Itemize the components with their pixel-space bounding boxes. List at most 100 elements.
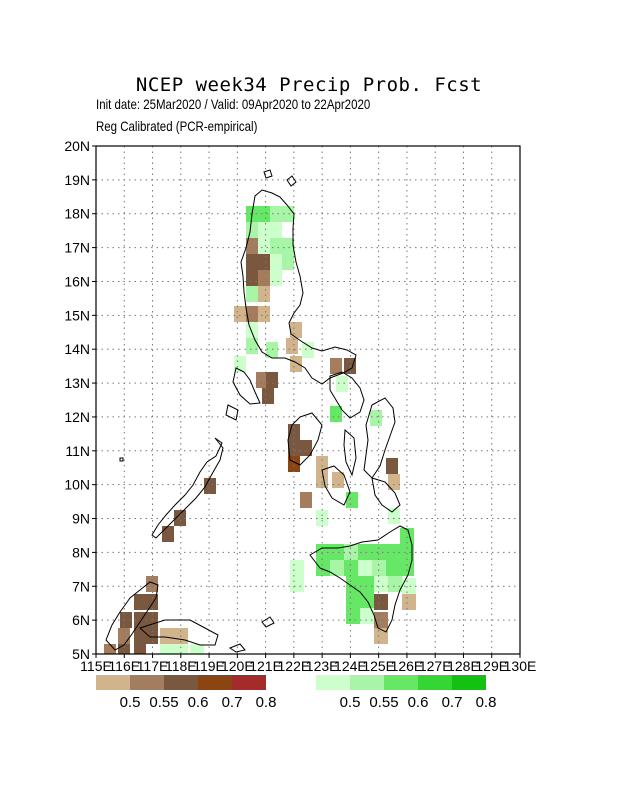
probability-cell: [290, 322, 302, 338]
wet-legend-label: 0.5: [340, 694, 361, 711]
lat-label: 19N: [64, 172, 90, 188]
probability-cell: [258, 206, 270, 222]
dry-legend-label: 0.6: [188, 694, 209, 711]
probability-cell: [374, 594, 388, 610]
probability-cell: [346, 492, 358, 508]
probability-cell: [400, 528, 414, 544]
wet-legend-swatch: [452, 675, 486, 690]
lat-label: 11N: [65, 443, 90, 459]
wet-legend-label: 0.7: [442, 694, 463, 711]
probability-cell: [374, 628, 388, 644]
lon-label: 119E: [193, 658, 225, 674]
dry-legend-label: 0.7: [222, 694, 243, 711]
wet-legend-label: 0.6: [408, 694, 429, 711]
probability-cell: [204, 478, 216, 494]
probability-cell: [246, 222, 258, 238]
probability-cell: [372, 560, 386, 576]
probability-cell: [256, 372, 268, 388]
lat-label: 17N: [64, 240, 90, 256]
lon-label: 125E: [362, 658, 395, 674]
probability-cell: [316, 472, 328, 488]
probability-cell: [282, 254, 294, 270]
probability-cell: [270, 206, 282, 222]
probability-cell: [386, 560, 400, 576]
lat-label: 15N: [64, 307, 90, 323]
probability-cell: [290, 356, 302, 372]
probability-cell: [118, 644, 130, 654]
probability-cell: [300, 440, 312, 456]
lat-label: 18N: [64, 206, 90, 222]
dry-legend-swatch: [130, 675, 164, 690]
probability-cell: [286, 338, 298, 354]
map-title: NCEP week34 Precip Prob. Fcst: [135, 74, 483, 96]
lon-label: 129E: [475, 658, 508, 674]
lon-label: 121E: [249, 658, 282, 674]
dry-legend-label: 0.5: [120, 694, 141, 711]
probability-cell: [336, 376, 348, 392]
lon-label: 118E: [165, 658, 197, 674]
probability-cell: [146, 576, 158, 592]
lon-label: 126E: [391, 658, 424, 674]
probability-cell: [174, 510, 186, 526]
dry-legend-swatch: [96, 675, 130, 690]
probability-cell: [160, 628, 174, 644]
probability-cell: [234, 306, 246, 322]
probability-cell: [290, 560, 304, 576]
map-frame: [95, 145, 521, 655]
probability-cell: [146, 628, 158, 644]
probability-cell: [372, 544, 386, 560]
lat-label: 5N: [72, 646, 90, 662]
probability-cell: [160, 644, 174, 654]
probability-cell: [330, 406, 342, 422]
probability-cell: [134, 644, 146, 654]
probability-cell: [120, 612, 132, 628]
probability-cell: [246, 254, 258, 270]
probability-cell: [270, 270, 282, 286]
probability-cell: [258, 270, 270, 286]
probability-cell: [162, 526, 174, 542]
probability-cell: [388, 576, 402, 592]
probability-cell: [270, 254, 282, 270]
probability-cell: [174, 644, 188, 654]
lat-label: 16N: [64, 273, 90, 289]
probability-cell: [330, 560, 344, 576]
probability-cell: [316, 560, 330, 576]
probability-cell: [300, 492, 312, 508]
lat-label: 9N: [72, 511, 90, 527]
wet-legend-label: 0.55: [369, 694, 398, 711]
probability-cell: [388, 508, 400, 524]
probability-cell: [246, 338, 258, 354]
probability-cell: [360, 608, 374, 624]
lat-label: 8N: [72, 544, 90, 560]
probability-cell: [246, 306, 258, 322]
lat-label: 7N: [72, 578, 90, 594]
probability-cell: [246, 286, 258, 302]
probability-cell: [302, 342, 314, 358]
dry-legend-swatch: [198, 675, 232, 690]
probability-cell: [258, 222, 270, 238]
wet-legend-swatch: [316, 675, 350, 690]
probability-cell: [316, 456, 328, 472]
lat-label: 12N: [64, 409, 90, 425]
probability-cell: [374, 576, 388, 592]
probability-cell: [346, 592, 360, 608]
lat-label: 13N: [64, 375, 90, 391]
probability-cell: [400, 544, 414, 560]
dry-legend-label: 0.8: [256, 694, 277, 711]
probability-cell: [134, 628, 146, 644]
wet-legend-swatch: [384, 675, 418, 690]
lon-label: 128E: [447, 658, 480, 674]
probability-cell: [270, 238, 282, 254]
lon-label: 127E: [419, 658, 452, 674]
probability-cell: [330, 358, 342, 374]
init-valid-line: Init date: 25Mar2020 / Valid: 09Apr2020 …: [96, 96, 371, 112]
probability-cell: [266, 372, 278, 388]
probability-cell: [344, 544, 358, 560]
lon-label: 117E: [137, 658, 169, 674]
probability-cell: [288, 440, 300, 456]
probability-cell: [266, 342, 278, 358]
lat-label: 6N: [72, 612, 90, 628]
probability-cell: [332, 472, 344, 488]
lon-label: 115E: [80, 658, 112, 674]
dry-legend-swatch: [164, 675, 198, 690]
